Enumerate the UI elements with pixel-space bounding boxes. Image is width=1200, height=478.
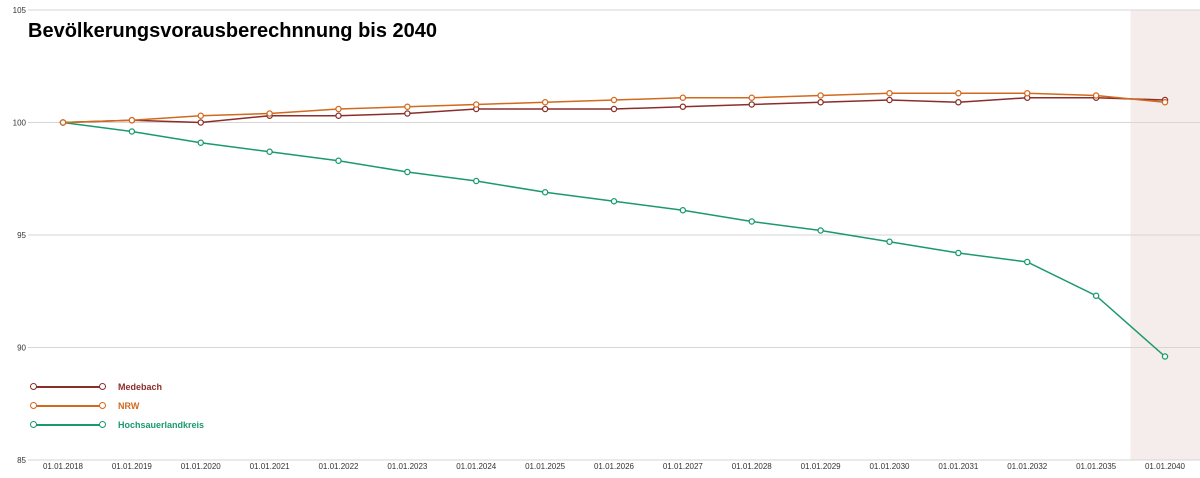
data-point[interactable] <box>748 218 756 225</box>
legend-label-nrw: NRW <box>118 400 140 411</box>
legend-item-nrw[interactable]: NRW <box>30 396 204 415</box>
data-point[interactable] <box>266 148 273 155</box>
x-tick-label: 01.01.2018 <box>43 462 84 471</box>
data-point[interactable] <box>472 101 480 108</box>
data-point[interactable] <box>955 99 962 106</box>
x-tick-label: 01.01.2022 <box>318 462 359 471</box>
legend-label-hochsauerlandkreis: Hochsauerlandkreis <box>118 419 205 430</box>
data-point[interactable] <box>1024 90 1031 97</box>
legend-swatch-hochsauerlandkreis <box>30 419 106 431</box>
data-point[interactable] <box>404 168 411 176</box>
x-tick-label: 01.01.2028 <box>732 462 773 471</box>
x-tick-label: 01.01.2024 <box>456 462 497 471</box>
data-point[interactable] <box>1161 99 1169 106</box>
data-point[interactable] <box>955 249 962 257</box>
data-point[interactable] <box>679 94 687 102</box>
data-point[interactable] <box>679 103 687 111</box>
y-tick-label: 90 <box>17 344 26 353</box>
data-point[interactable] <box>472 177 480 185</box>
legend-item-hochsauerlandkreis[interactable]: Hochsauerlandkreis <box>30 415 204 434</box>
series-line-hochsauerlandkreis <box>62 121 1166 358</box>
data-point[interactable] <box>1092 292 1100 299</box>
data-point[interactable] <box>679 206 687 214</box>
x-tick-label: 01.01.2031 <box>938 462 979 471</box>
data-point[interactable] <box>886 238 893 245</box>
x-tick-label: 01.01.2040 <box>1145 462 1186 471</box>
legend: Medebach NRW Hochsauerlandkreis <box>30 377 204 434</box>
x-tick-label: 01.01.2025 <box>525 462 566 471</box>
chart-title: Bevölkerungsvorausberechnnung bis 2040 <box>28 20 438 42</box>
x-tick-label: 01.01.2021 <box>250 462 291 471</box>
series-nrw <box>59 90 1169 126</box>
x-tick-label: 01.01.2030 <box>869 462 910 471</box>
x-tick-label: 01.01.2027 <box>663 462 704 471</box>
data-point[interactable] <box>541 99 549 106</box>
y-axis-ticks: 85 90 95 100 105 <box>13 6 27 465</box>
data-point[interactable] <box>817 92 824 99</box>
x-tick-label: 01.01.2035 <box>1076 462 1117 471</box>
data-point[interactable] <box>335 112 342 120</box>
data-point[interactable] <box>541 188 549 196</box>
data-point[interactable] <box>128 117 136 124</box>
x-tick-label: 01.01.2019 <box>112 462 153 471</box>
data-point[interactable] <box>1092 92 1100 99</box>
data-point[interactable] <box>748 101 756 108</box>
legend-swatch-medebach <box>30 381 106 393</box>
data-point[interactable] <box>610 105 618 113</box>
data-point[interactable] <box>610 96 618 104</box>
data-point[interactable] <box>886 90 893 97</box>
series-lines <box>59 90 1169 360</box>
data-point[interactable] <box>541 105 549 113</box>
series-hochsauerlandkreis <box>59 119 1169 360</box>
data-point[interactable] <box>1161 353 1169 360</box>
data-point[interactable] <box>610 197 618 205</box>
data-point[interactable] <box>197 119 204 126</box>
x-tick-label: 01.01.2032 <box>1007 462 1048 471</box>
data-point[interactable] <box>197 112 204 120</box>
data-point[interactable] <box>197 139 204 146</box>
data-point[interactable] <box>955 90 962 97</box>
data-point[interactable] <box>404 110 411 117</box>
x-tick-label: 01.01.2023 <box>387 462 428 471</box>
legend-swatch-nrw <box>30 400 106 412</box>
x-tick-label: 01.01.2029 <box>801 462 842 471</box>
data-point[interactable] <box>886 96 893 104</box>
legend-label-medebach: Medebach <box>118 381 163 392</box>
legend-item-medebach[interactable]: Medebach <box>30 377 204 396</box>
data-point[interactable] <box>817 99 824 106</box>
data-point[interactable] <box>404 103 411 111</box>
data-point[interactable] <box>335 157 342 164</box>
y-tick-label: 95 <box>17 231 26 240</box>
data-point[interactable] <box>335 105 342 113</box>
x-axis-ticks: 01.01.2018 01.01.2019 01.01.2020 01.01.2021… <box>43 462 1186 471</box>
x-tick-label: 01.01.2020 <box>181 462 222 471</box>
data-point[interactable] <box>128 128 136 135</box>
data-point[interactable] <box>817 227 824 234</box>
data-point[interactable] <box>748 94 756 102</box>
data-point[interactable] <box>59 119 67 126</box>
data-point[interactable] <box>1024 258 1031 266</box>
gridlines <box>28 9 1200 461</box>
y-tick-label: 100 <box>13 119 27 128</box>
data-point[interactable] <box>266 110 273 117</box>
x-tick-label: 01.01.2026 <box>594 462 635 471</box>
y-tick-label: 105 <box>13 6 27 15</box>
y-tick-label: 85 <box>17 456 26 465</box>
